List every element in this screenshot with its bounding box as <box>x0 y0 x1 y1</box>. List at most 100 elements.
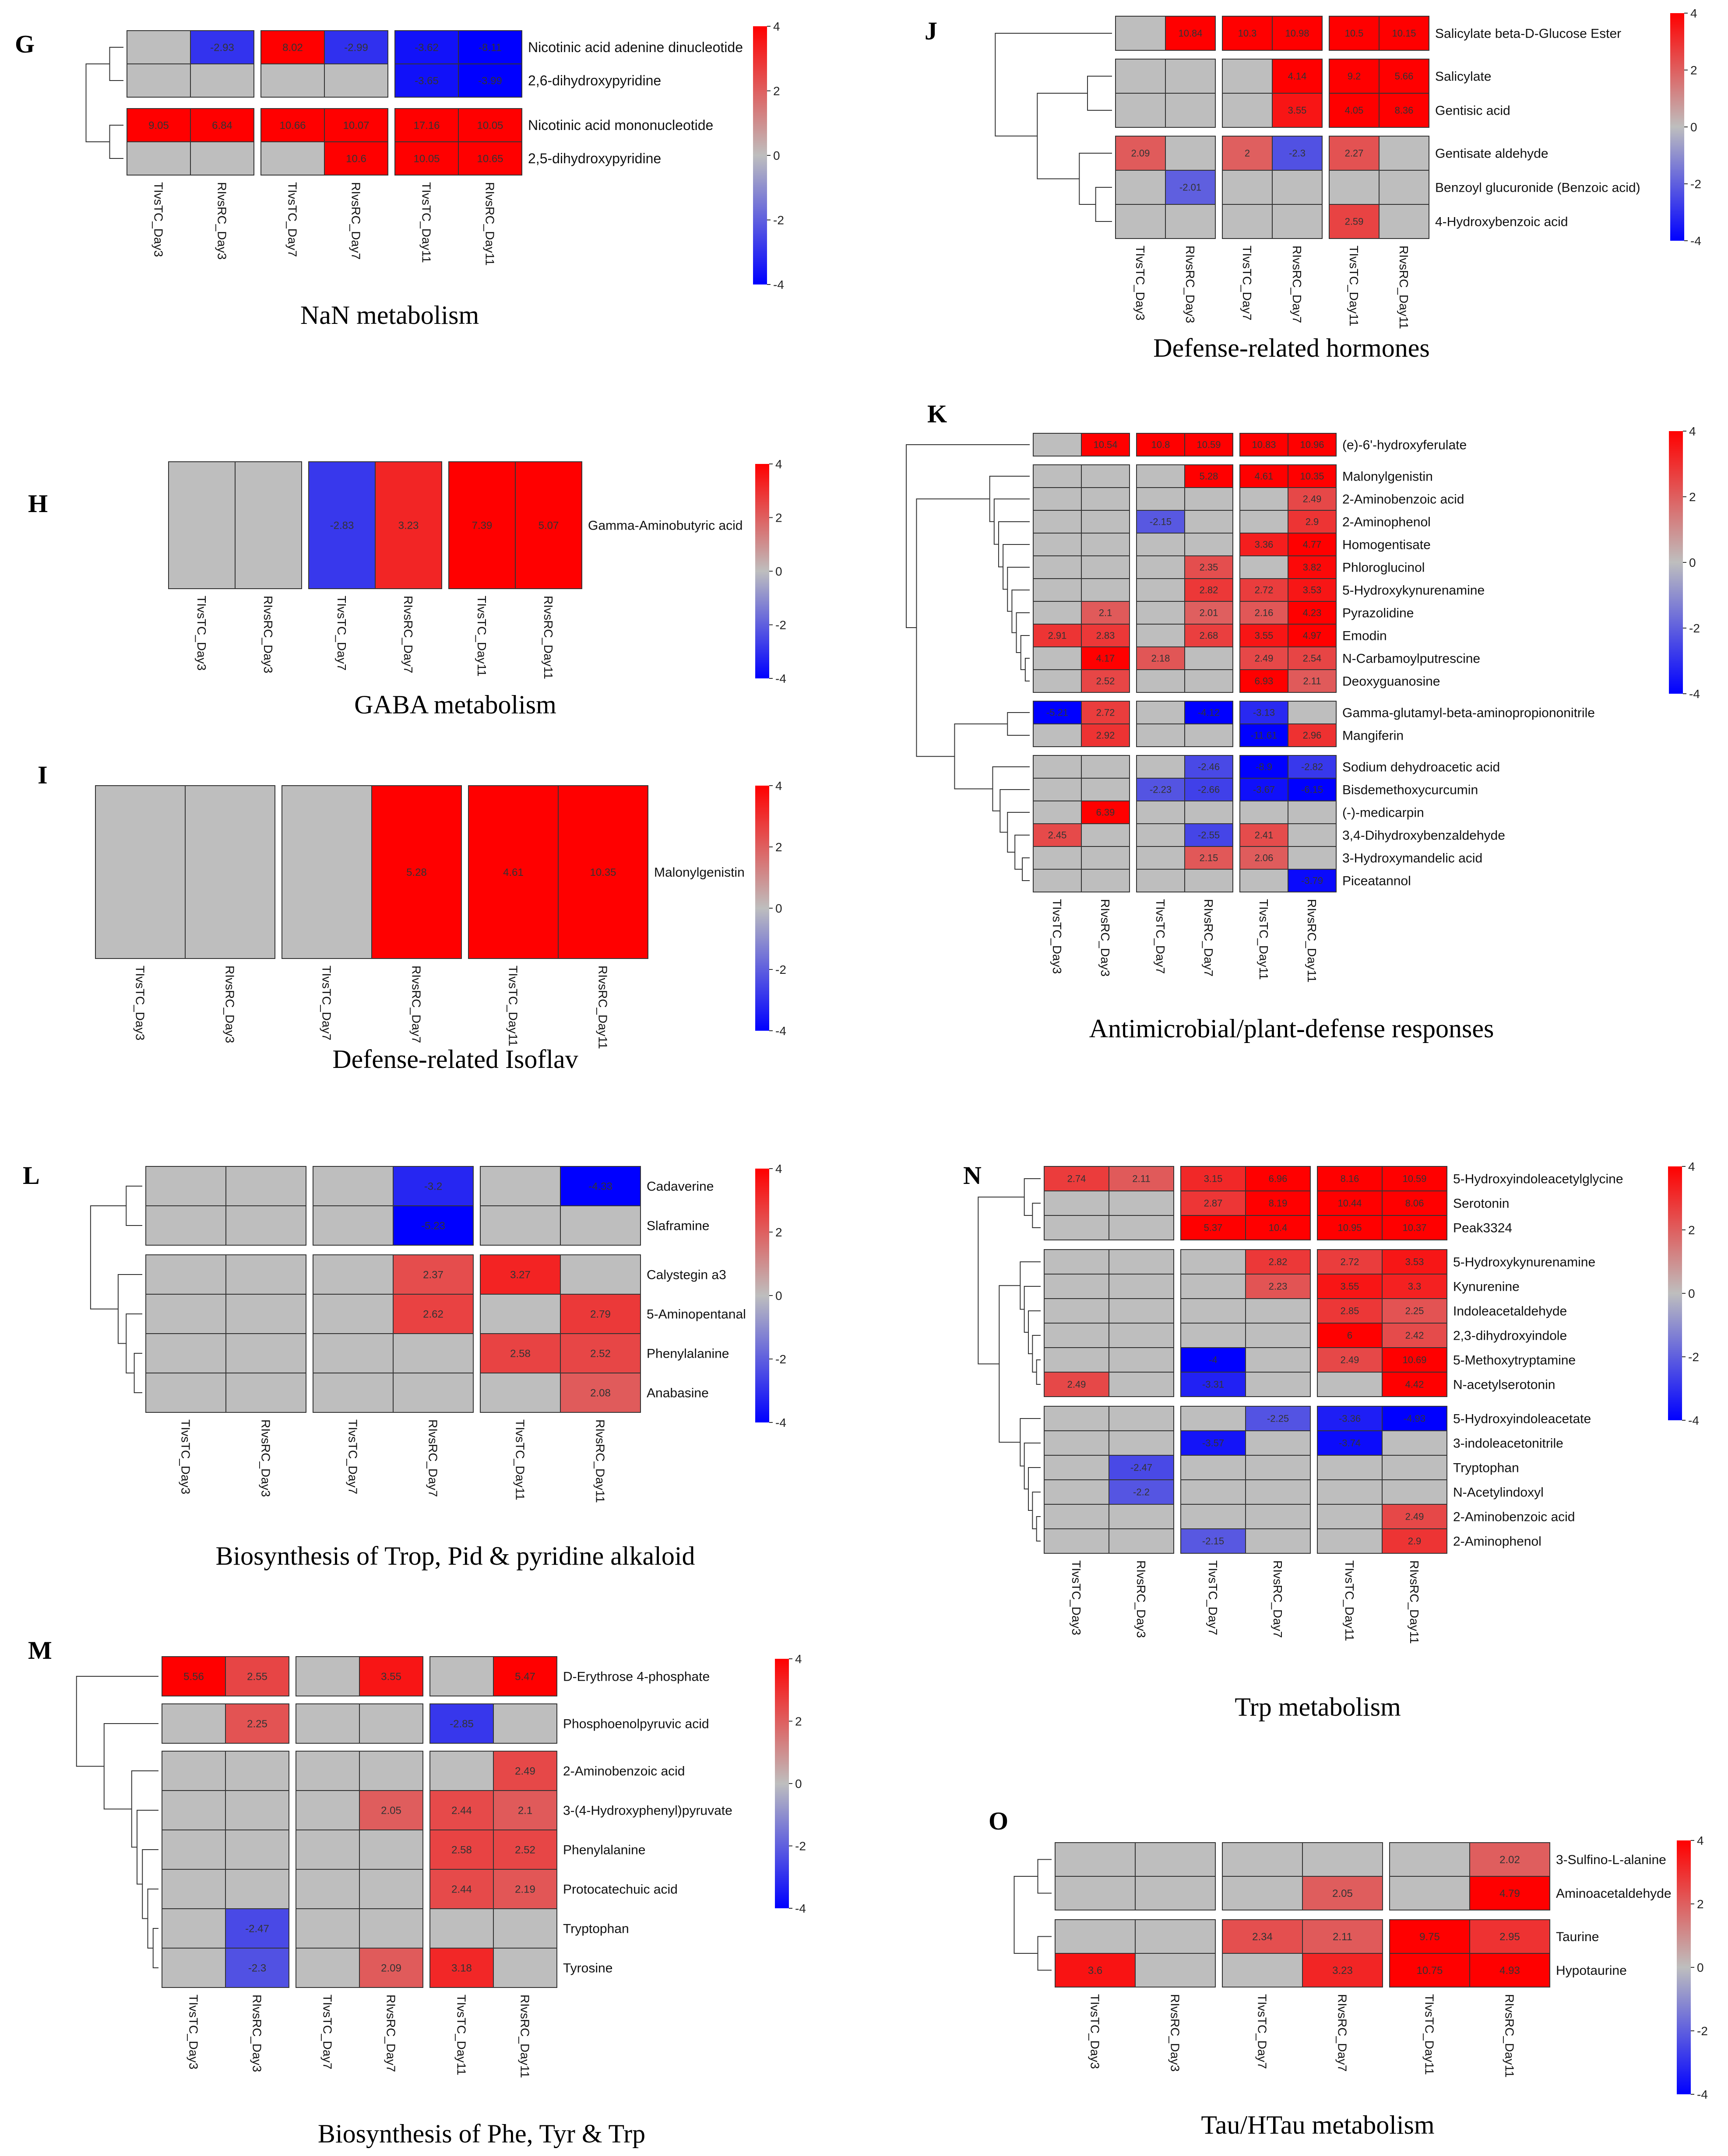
row-label: Protocatechuic acid <box>563 1882 678 1897</box>
column-label: RIvsRC_Day3 <box>223 966 237 1043</box>
legend-tick-label: 2 <box>775 1225 782 1239</box>
heatmap-cell <box>1288 869 1337 892</box>
column-label: TIvsTC_Day7 <box>321 1994 334 2069</box>
heatmap-cell <box>260 141 325 176</box>
dendrogram-branch <box>1087 76 1112 111</box>
cell-value-label: 2.27 <box>1345 148 1364 159</box>
cell-value-label: 2.72 <box>1096 707 1115 718</box>
legend-tick-label: -4 <box>795 1902 806 1915</box>
column-label: TIvsTC_Day11 <box>1343 1560 1356 1641</box>
row-label: Hypotaurine <box>1556 1963 1627 1978</box>
heatmap-cell <box>1272 93 1323 128</box>
cell-value-label: 10.5 <box>1345 28 1364 39</box>
heatmap-cell <box>1288 823 1337 847</box>
heatmap-cell <box>1239 755 1288 779</box>
heatmap-cell <box>1180 1249 1246 1275</box>
heatmap-cell <box>480 1254 561 1295</box>
dendrogram-branch <box>978 1197 1024 1365</box>
row-label: 5-Hydroxyindoleacetate <box>1453 1412 1591 1426</box>
heatmap-cell <box>1222 170 1273 205</box>
heatmap-cell <box>1184 846 1233 870</box>
cell-value-label: 4.79 <box>1499 1888 1520 1900</box>
cell-value-label: -2.01 <box>1179 182 1201 193</box>
cell-value-label: -2.55 <box>1198 830 1220 841</box>
row-label: 3-Sulfino-L-alanine <box>1556 1853 1666 1867</box>
heatmap-cell <box>1389 1953 1470 1987</box>
legend-tick-label: 0 <box>795 1777 802 1791</box>
row-label: Tryptophan <box>563 1922 629 1936</box>
heatmap-cell <box>1033 555 1082 579</box>
column-label: RIvsRC_Day7 <box>401 596 415 673</box>
legend-tick-label: -4 <box>1697 2088 1708 2101</box>
cell-value-label: 2.82 <box>1200 585 1218 596</box>
heatmap-cell <box>1184 755 1233 779</box>
legend-tick-label: 4 <box>1690 7 1697 20</box>
heatmap-cell <box>162 1790 226 1830</box>
legend-tick-label: -2 <box>775 1352 786 1366</box>
cell-value-label: 2.52 <box>515 1844 535 1856</box>
heatmap-cell <box>1081 846 1130 870</box>
heatmap-cell <box>1135 1842 1216 1877</box>
heatmap-cell <box>429 1948 494 1988</box>
heatmap-cell <box>1389 1919 1470 1954</box>
heatmap-cell <box>1382 1274 1447 1299</box>
heatmap-cell <box>1382 1215 1447 1240</box>
heatmap-cell <box>1109 1215 1174 1240</box>
heatmap-cell <box>1033 533 1082 556</box>
cell-value-label: -2.3 <box>1289 148 1306 159</box>
heatmap-cell <box>313 1333 394 1373</box>
row-label: Anabasine <box>647 1386 709 1401</box>
cell-value-label: -3.67 <box>1253 784 1275 795</box>
heatmap-cell <box>1272 16 1323 51</box>
heatmap-cell <box>1317 1215 1383 1240</box>
cell-value-label: 2.49 <box>515 1765 535 1777</box>
heatmap-cell <box>1288 701 1337 724</box>
row-label: 2-Aminophenol <box>1342 515 1431 530</box>
heatmap-cell <box>225 1751 289 1791</box>
heatmap-cell <box>145 1166 226 1206</box>
dendrogram-branch <box>85 63 110 142</box>
heatmap-cell <box>393 1333 474 1373</box>
heatmap-cell <box>493 1908 557 1949</box>
cell-value-label: -11.61 <box>1251 730 1278 741</box>
heatmap-cell <box>1115 16 1166 51</box>
column-label: RIvsRC_Day3 <box>259 1419 273 1497</box>
dendrogram-branch <box>131 1770 158 1848</box>
heatmap-cell <box>393 1205 474 1246</box>
heatmap-cell <box>324 108 388 142</box>
cell-value-label: 2.49 <box>1341 1355 1359 1366</box>
heatmap-cell <box>1135 1919 1216 1954</box>
heatmap-panel-o: O 2.02 3-Sulfino-L-alanine 2.05 4.79 Aminoace… <box>989 1807 1708 2139</box>
panel-title: Biosynthesis of Phe, Tyr & Trp <box>318 2119 645 2148</box>
cell-value-label: -2.85 <box>450 1718 474 1730</box>
panel-title: Tau/HTau metabolism <box>1201 2110 1434 2139</box>
cell-value-label: 10.35 <box>590 867 616 878</box>
cell-value-label: 3.23 <box>398 520 419 531</box>
heatmap-cell <box>1136 578 1185 602</box>
legend-tick-label: 4 <box>775 457 782 471</box>
legend-tick-label: -4 <box>1690 234 1701 248</box>
cell-value-label: -4 <box>1209 1355 1218 1366</box>
dendrogram-branch <box>916 498 990 757</box>
row-label: Peak3324 <box>1453 1221 1512 1236</box>
heatmap-cell <box>393 1166 474 1206</box>
heatmap-cell <box>1184 723 1233 747</box>
heatmap-cell <box>1180 1504 1246 1529</box>
heatmap-cell <box>1081 723 1130 747</box>
row-label: 4-Hydroxybenzoic acid <box>1435 215 1568 229</box>
heatmap-cell <box>225 1254 306 1295</box>
cell-value-label: 10.8 <box>1151 439 1170 450</box>
dendrogram-branch <box>1037 1859 1052 1894</box>
dendrogram-branch <box>992 766 1030 811</box>
cell-value-label: 6.96 <box>1269 1173 1288 1184</box>
cell-value-label: 2.62 <box>423 1308 443 1320</box>
column-label: RIvsRC_Day11 <box>1408 1560 1421 1644</box>
heatmap-cell <box>1136 723 1185 747</box>
legend-tick-label: 4 <box>1697 1834 1704 1847</box>
heatmap-cell <box>1180 1406 1246 1431</box>
column-label: RIvsRC_Day3 <box>250 1994 264 2072</box>
cell-value-label: -2.2 <box>1133 1487 1150 1498</box>
heatmap-cell <box>1382 1249 1447 1275</box>
heatmap-cell <box>1180 1298 1246 1324</box>
heatmap-cell <box>1033 669 1082 693</box>
